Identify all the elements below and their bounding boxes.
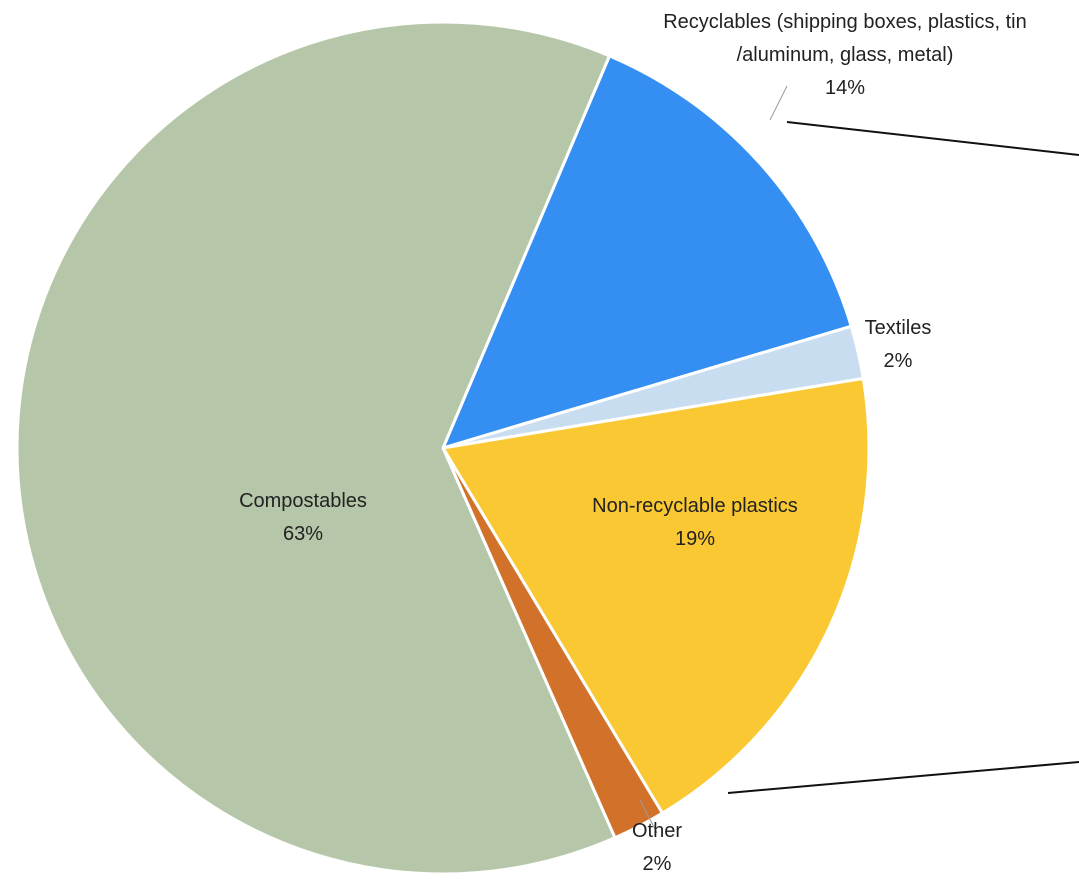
value-label: 63% xyxy=(282,523,324,545)
slices xyxy=(15,20,871,876)
value-label: 2% xyxy=(642,853,672,875)
slice-label: Recyclables (shipping boxes, plastics, t… xyxy=(635,6,1055,105)
slice-label: Other 2% xyxy=(597,815,717,881)
category-label: Compostables xyxy=(239,490,367,512)
category-label: Recyclables (shipping boxes, plastics, t… xyxy=(663,11,1027,66)
category-label: Textiles xyxy=(864,317,932,339)
value-label: 19% xyxy=(674,528,716,550)
connector-line xyxy=(786,121,1079,156)
connector-line xyxy=(727,761,1079,794)
slice-label: Non-recyclable plastics 19% xyxy=(545,490,845,556)
value-label: 14% xyxy=(824,77,866,99)
pie-slice xyxy=(440,376,871,816)
category-label: Other xyxy=(631,820,683,842)
slice-label: Textiles 2% xyxy=(838,312,958,378)
pie-slice xyxy=(440,53,854,451)
category-label: Non-recyclable plastics xyxy=(592,495,798,517)
leader-line xyxy=(639,799,658,834)
pie-slice xyxy=(15,20,617,876)
slice-label: Compostables 63% xyxy=(183,485,423,551)
value-label: 2% xyxy=(883,350,913,372)
leader-line xyxy=(769,85,788,121)
